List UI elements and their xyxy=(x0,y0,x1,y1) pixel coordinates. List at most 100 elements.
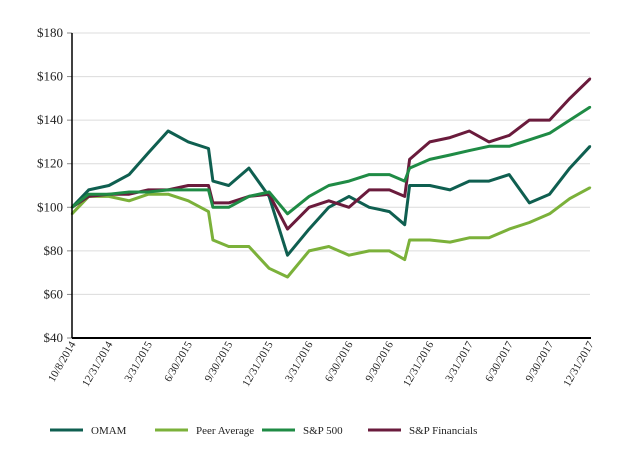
data-point xyxy=(307,206,311,209)
data-point xyxy=(327,206,331,209)
data-point xyxy=(528,138,531,141)
data-point xyxy=(528,221,531,224)
data-point xyxy=(267,267,271,270)
data-point xyxy=(487,236,491,239)
x-tick-label: 6/30/2015 xyxy=(162,339,195,384)
data-point xyxy=(211,206,215,209)
data-point xyxy=(428,184,431,187)
y-tick-label: $180 xyxy=(37,25,63,40)
y-tick-label: $100 xyxy=(37,199,63,214)
legend-label: Peer Average xyxy=(196,425,254,437)
legend-item: S&P Financials xyxy=(368,425,477,437)
series-line xyxy=(71,105,591,216)
data-point xyxy=(127,199,131,202)
data-point xyxy=(87,193,90,196)
data-point xyxy=(508,227,511,231)
data-point xyxy=(428,140,431,144)
data-point xyxy=(508,134,511,137)
data-point xyxy=(428,238,431,242)
data-point xyxy=(166,193,170,196)
legend-label: OMAM xyxy=(91,425,127,437)
data-point xyxy=(247,245,251,248)
data-point xyxy=(286,254,289,257)
data-point xyxy=(307,227,311,231)
data-point xyxy=(107,184,111,187)
x-tick-label: 12/31/2016 xyxy=(401,339,437,389)
data-point xyxy=(588,186,592,189)
data-point xyxy=(347,195,351,198)
x-tick-label: 10/8/2014 xyxy=(46,339,79,384)
data-point xyxy=(227,201,230,205)
y-tick-label: $60 xyxy=(44,286,64,301)
data-point xyxy=(508,173,511,176)
y-tick-label: $80 xyxy=(44,243,64,258)
data-point xyxy=(367,249,371,253)
data-point xyxy=(227,206,230,209)
data-point xyxy=(327,184,331,187)
legend-label: S&P Financials xyxy=(409,425,477,437)
data-point xyxy=(187,140,190,144)
data-point xyxy=(166,129,170,133)
y-tick-label: $120 xyxy=(37,156,63,171)
data-point xyxy=(127,190,131,194)
data-point xyxy=(347,254,351,257)
data-point xyxy=(207,147,210,150)
data-point xyxy=(487,179,491,183)
x-tick-label: 3/31/2017 xyxy=(443,339,476,384)
data-point xyxy=(227,245,230,248)
data-point xyxy=(588,77,592,80)
data-point xyxy=(448,240,452,244)
data-point xyxy=(367,206,371,209)
series-s-p-500 xyxy=(70,105,592,216)
data-point xyxy=(388,249,391,253)
data-point xyxy=(367,188,371,192)
data-point xyxy=(207,184,210,187)
x-tick-label: 3/31/2015 xyxy=(122,339,155,384)
data-point xyxy=(247,195,251,198)
data-point xyxy=(403,223,406,226)
data-point xyxy=(327,199,331,202)
x-axis-ticks: 10/8/2014 12/31/2014 3/31/2015 6/30/2015 9/3… xyxy=(46,339,597,389)
data-point xyxy=(307,195,311,198)
data-point xyxy=(403,195,406,198)
data-point xyxy=(227,184,230,187)
data-point xyxy=(528,201,531,205)
data-point xyxy=(127,193,131,196)
data-point xyxy=(367,173,371,176)
x-tick-label: 6/30/2016 xyxy=(323,339,356,384)
data-point xyxy=(568,166,572,170)
data-point xyxy=(286,227,289,231)
y-axis-ticks: $40 $60 $80 $100 $120 $140 $160 $180 xyxy=(37,25,72,345)
data-point xyxy=(207,188,210,192)
data-point xyxy=(207,210,210,213)
legend: OMAM Peer Average S&P 500 S&P Financials xyxy=(50,425,477,437)
data-point xyxy=(508,145,511,148)
data-point xyxy=(588,145,592,148)
x-tick-label: 9/30/2017 xyxy=(524,339,557,384)
data-point xyxy=(107,193,111,196)
data-point xyxy=(286,275,289,279)
data-point xyxy=(568,97,572,100)
data-point xyxy=(548,118,551,122)
data-point xyxy=(211,238,215,242)
data-point xyxy=(548,193,551,196)
legend-item: OMAM xyxy=(50,425,127,437)
x-tick-label: 12/31/2017 xyxy=(561,339,597,389)
data-point xyxy=(107,195,111,198)
x-tick-label: 12/31/2014 xyxy=(80,339,116,389)
data-point xyxy=(528,118,531,122)
x-tick-label: 12/31/2015 xyxy=(240,339,276,389)
data-point xyxy=(468,236,471,239)
data-point xyxy=(468,129,471,133)
data-point xyxy=(588,105,592,109)
data-point xyxy=(267,190,271,194)
data-point xyxy=(468,179,471,183)
data-point xyxy=(388,173,391,176)
legend-label: S&P 500 xyxy=(303,425,343,437)
data-point xyxy=(127,173,131,176)
series-peer-average xyxy=(70,186,592,279)
data-point xyxy=(448,136,452,139)
data-point xyxy=(487,145,491,148)
data-point xyxy=(487,140,491,144)
